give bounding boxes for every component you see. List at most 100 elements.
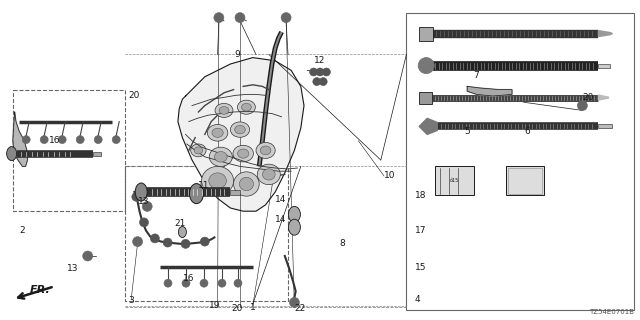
Text: 10: 10 [384,172,396,180]
Circle shape [310,68,317,76]
Text: TZ54E0701B: TZ54E0701B [589,309,634,315]
Text: 5: 5 [464,127,470,136]
Text: 15: 15 [415,263,426,272]
Circle shape [218,279,226,287]
Circle shape [163,238,172,247]
Ellipse shape [262,169,275,180]
Ellipse shape [209,147,232,166]
Text: 19: 19 [209,301,220,310]
Text: FR.: FR. [29,284,50,295]
Ellipse shape [207,124,228,141]
Text: ó15: ó15 [450,178,459,183]
Circle shape [142,201,152,212]
Circle shape [577,100,588,111]
Ellipse shape [194,147,203,154]
Ellipse shape [260,146,271,155]
Ellipse shape [289,206,300,222]
Circle shape [112,136,120,144]
Ellipse shape [237,149,249,158]
Circle shape [182,279,190,287]
Ellipse shape [257,164,280,185]
Bar [13,90,125,211]
Circle shape [181,239,190,248]
Bar [419,92,432,104]
Ellipse shape [235,125,245,134]
Text: 20: 20 [231,304,243,313]
Circle shape [58,136,66,144]
Text: 18: 18 [415,191,426,200]
Polygon shape [467,86,512,96]
Ellipse shape [212,128,223,137]
Bar [406,13,634,310]
Text: 4: 4 [415,295,420,304]
Text: 2: 2 [20,226,25,235]
Polygon shape [419,118,437,134]
Text: 1: 1 [250,303,255,312]
Polygon shape [13,112,28,166]
Circle shape [289,297,300,308]
Text: 3: 3 [129,296,134,305]
Text: 20: 20 [128,92,140,100]
Text: 6: 6 [525,127,531,136]
Ellipse shape [234,172,259,196]
Ellipse shape [6,147,17,161]
Circle shape [313,77,321,85]
Circle shape [234,279,242,287]
Bar [419,27,433,41]
Ellipse shape [239,177,253,191]
Text: 7: 7 [474,71,479,80]
Circle shape [418,58,434,74]
Circle shape [22,136,30,144]
Text: 20: 20 [582,93,594,102]
Ellipse shape [135,183,147,201]
Bar [508,168,542,194]
Circle shape [214,12,224,23]
Text: 13: 13 [138,197,149,206]
Text: 14: 14 [275,215,287,224]
Text: 16: 16 [49,136,60,145]
Ellipse shape [189,184,204,204]
Text: 14: 14 [275,196,287,204]
Text: 17: 17 [415,226,426,235]
Ellipse shape [209,173,227,189]
Bar [506,166,544,195]
Ellipse shape [237,100,255,114]
Circle shape [235,12,245,23]
Ellipse shape [289,219,300,235]
Ellipse shape [241,103,252,111]
Ellipse shape [233,145,253,162]
Bar [93,152,101,156]
Circle shape [40,136,48,144]
Bar [230,189,241,195]
Circle shape [132,192,141,201]
Text: 22: 22 [294,304,306,313]
Ellipse shape [256,142,275,158]
Circle shape [164,279,172,287]
Text: 11: 11 [198,181,210,190]
Text: 21: 21 [174,220,186,228]
Ellipse shape [230,122,250,137]
Circle shape [132,236,143,247]
Text: 12: 12 [314,56,325,65]
Bar [598,64,611,68]
Ellipse shape [214,152,227,162]
Ellipse shape [219,107,229,114]
Circle shape [323,68,330,76]
Text: 13: 13 [67,264,79,273]
Bar [125,166,288,301]
Polygon shape [598,31,612,36]
Circle shape [83,251,93,261]
Ellipse shape [191,144,206,157]
Circle shape [94,136,102,144]
Circle shape [200,237,209,246]
Circle shape [319,77,327,85]
Polygon shape [178,58,304,211]
Text: 16: 16 [183,274,195,283]
Circle shape [200,279,208,287]
Ellipse shape [202,166,234,195]
Circle shape [281,12,291,23]
Circle shape [76,136,84,144]
Bar [435,166,474,195]
Circle shape [140,218,148,227]
Text: 9: 9 [234,50,239,59]
